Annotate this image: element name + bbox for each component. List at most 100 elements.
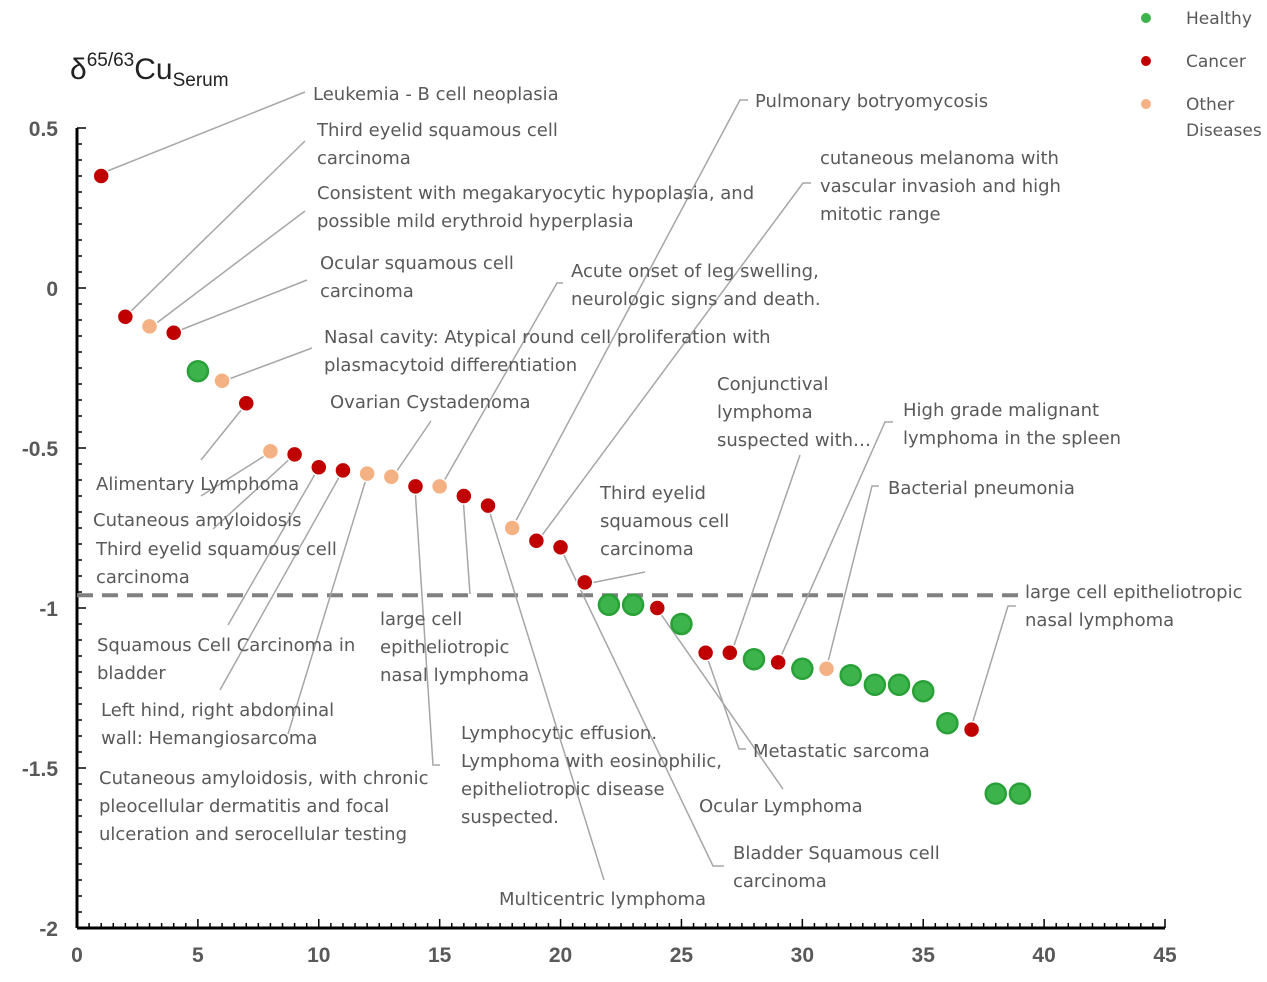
y-label-delta: δ: [70, 53, 87, 86]
annotation-line: lymphoma: [717, 402, 813, 423]
data-point-other: [140, 317, 159, 336]
data-point-cancer: [116, 308, 135, 326]
annotation-label: High grade malignant lymphoma in the sple…: [903, 400, 1121, 449]
y-label-superscript: 65/63: [87, 50, 135, 71]
y-tick-label: -1.5: [22, 758, 59, 781]
x-tick-label: 45: [1153, 944, 1177, 967]
y-label-cu: Cu: [134, 53, 172, 86]
data-point-cancer: [551, 538, 570, 556]
data-point-healthy: [670, 612, 693, 636]
annotation-label: Pulmonary botryomycosis: [755, 91, 988, 112]
annotation-line: Bacterial pneumonia: [888, 478, 1075, 499]
x-tick-label: 20: [549, 944, 572, 967]
y-tick-label: -0.5: [22, 438, 59, 461]
data-point-other: [382, 468, 401, 486]
data-point-cancer: [575, 573, 594, 592]
data-point-cancer: [285, 445, 304, 464]
annotation-label: Ovarian Cystadenoma: [330, 392, 531, 413]
data-point-healthy: [911, 679, 935, 703]
annotation-label: Third eyelid squamous cell carcinoma: [316, 120, 558, 169]
x-tick-label: 25: [670, 944, 694, 967]
annotation-leader-line: [657, 609, 784, 790]
legend-label-line: Cancer: [1186, 52, 1246, 72]
x-tick-label: 0: [71, 944, 83, 967]
data-point-healthy: [742, 647, 766, 671]
annotation-line: bladder: [97, 663, 166, 684]
annotation-line: mitotic range: [820, 204, 941, 225]
annotation-leader-line: [391, 420, 432, 479]
annotation-line: squamous cell: [600, 511, 729, 532]
annotation-label: Ocular squamous cell carcinoma: [320, 253, 514, 302]
annotation-label: Third eyelid squamous cell carcinoma: [95, 539, 337, 588]
annotation-line: large cell: [380, 609, 462, 630]
annotation-leader-line: [99, 91, 306, 175]
x-tick-label: 35: [912, 944, 936, 967]
annotation-line: Cutaneous amyloidosis, with chronic: [99, 768, 428, 789]
annotation-label: Cutaneous amyloidosis: [93, 510, 302, 531]
legend-marker-healthy: [1141, 13, 1151, 23]
annotation-line: Third eyelid squamous cell: [316, 120, 558, 141]
annotation-line: carcinoma: [320, 281, 414, 302]
annotation-label: Acute onset of leg swelling, neurologic s…: [571, 261, 821, 310]
y-tick-label: 0: [46, 278, 58, 301]
legend-label-cancer: Cancer: [1186, 52, 1246, 72]
x-tick-label: 30: [791, 944, 814, 967]
annotation-leader-line: [777, 421, 893, 664]
annotation-label: Consistent with megakaryocytic hypoplasi…: [317, 183, 754, 232]
data-points: [92, 167, 1032, 805]
annotation-line: nasal lymphoma: [1025, 610, 1174, 631]
data-point-healthy: [186, 359, 210, 383]
data-point-cancer: [721, 644, 739, 662]
data-point-other: [430, 477, 449, 496]
data-point-healthy: [936, 711, 959, 735]
annotation-line: ulceration and serocellular testing: [99, 824, 407, 845]
annotation-line: carcinoma: [96, 567, 190, 588]
annotation-leader-line: [585, 571, 646, 585]
annotation-line: vascular invasioh and high: [820, 176, 1061, 197]
data-point-cancer: [406, 477, 425, 496]
annotation-line: Ocular Lymphoma: [699, 796, 863, 817]
annotation-line: Conjunctival: [717, 374, 828, 395]
annotation-line: plasmacytoid differentiation: [324, 355, 577, 376]
annotation-label: Bacterial pneumonia: [888, 478, 1075, 499]
annotation-line: Third eyelid squamous cell: [95, 539, 337, 560]
legend-marker-cancer: [1141, 56, 1151, 66]
annotation-label: Leukemia - B cell neoplasia: [313, 84, 559, 105]
annotation-line: Bladder Squamous cell: [733, 843, 940, 864]
annotation-label: Lymphocytic effusion. Lymphoma with eosin…: [461, 723, 722, 828]
data-point-cancer: [164, 324, 183, 342]
annotation-leader-line: [220, 347, 313, 383]
y-tick-label: -2: [39, 918, 58, 941]
annotation-line: Nasal cavity: Atypical round cell prolif…: [324, 327, 771, 348]
annotation-line: pleocellular dermatitis and focal: [99, 796, 389, 817]
annotation-line: Consistent with megakaryocytic hypoplasi…: [317, 183, 754, 204]
annotation-line: Acute onset of leg swelling,: [571, 261, 819, 282]
x-tick-label: 40: [1032, 944, 1055, 967]
annotation-label: Ocular Lymphoma: [699, 796, 863, 817]
legend: Healthy Cancer Other Diseases: [1141, 9, 1262, 141]
annotation-line: Ocular squamous cell: [320, 253, 514, 274]
y-label-subscript: Serum: [173, 70, 229, 91]
annotation-label: Squamous Cell Carcinoma in bladder: [97, 635, 355, 684]
data-point-other: [261, 442, 280, 460]
annotation-leader-line: [219, 471, 343, 691]
annotation-line: Multicentric lymphoma: [499, 889, 706, 910]
x-tick-label: 5: [192, 944, 204, 967]
data-point-cancer: [92, 167, 110, 185]
annotation-leader-line: [462, 496, 471, 595]
annotation-label: Conjunctival lymphoma suspected with…: [717, 374, 871, 451]
annotation-leader-line: [227, 468, 319, 626]
annotation-leader-line: [439, 282, 563, 489]
data-point-healthy: [839, 663, 862, 687]
annotation-line: Alimentary Lymphoma: [96, 474, 299, 495]
annotation-line: carcinoma: [317, 148, 411, 169]
annotation-line: Third eyelid: [599, 483, 706, 504]
axes: 0 5 10 15 20 25 30 35 40 45 0.5 0 -0.5 -1 -1.5 -2: [22, 118, 1177, 967]
legend-marker-other: [1141, 99, 1151, 109]
y-axis-label: δ65/63CuSerum: [70, 50, 229, 91]
annotation-label: Multicentric lymphoma: [499, 889, 706, 910]
annotation-line: Pulmonary botryomycosis: [755, 91, 988, 112]
data-point-cancer: [310, 458, 328, 476]
annotation-leader-line: [969, 605, 1016, 732]
